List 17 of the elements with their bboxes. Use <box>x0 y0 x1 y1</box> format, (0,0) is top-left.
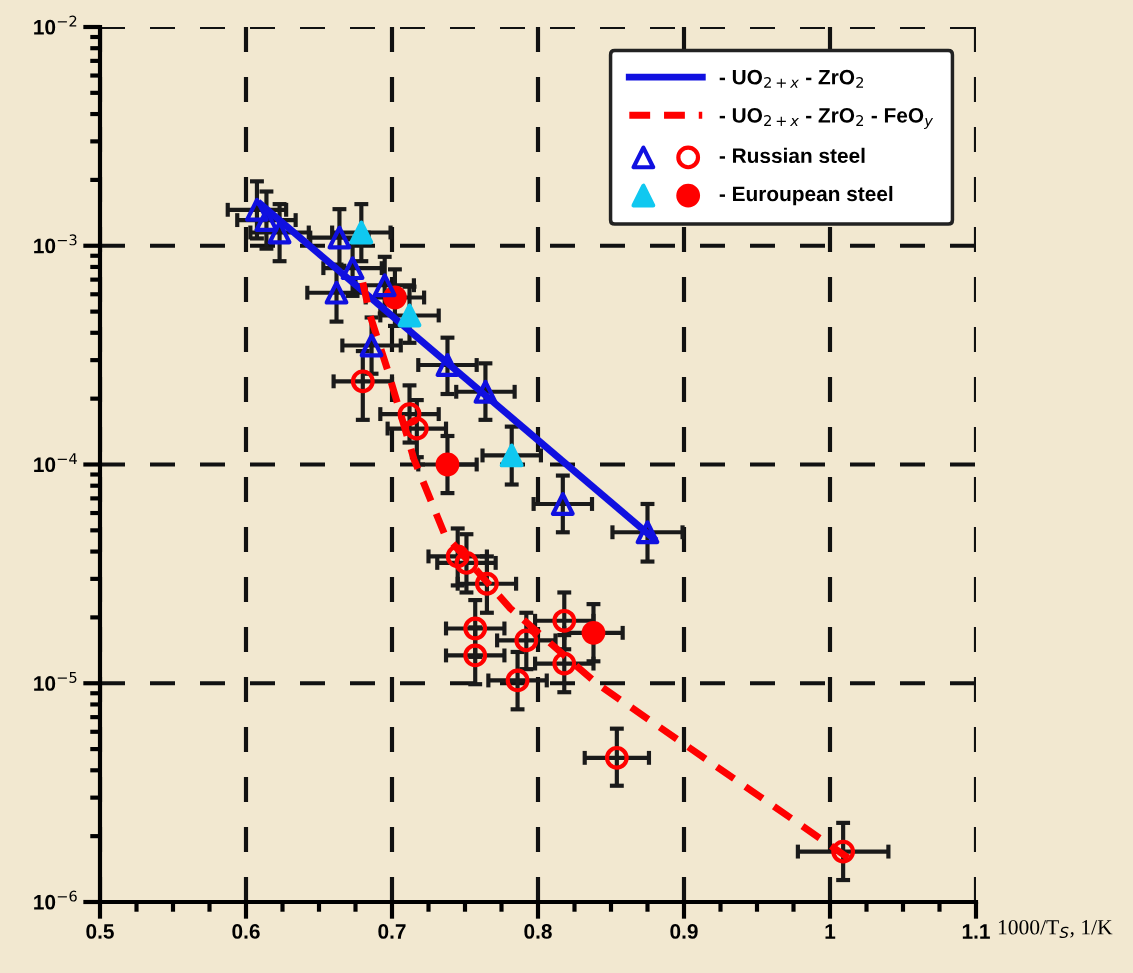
y-tick-label: 10$^{−6}$ <box>34 890 77 910</box>
legend-label: - Russian steel <box>719 147 865 164</box>
y-tick-label: 10$^{−2}$ <box>34 15 77 35</box>
y-tick-label: 10$^{−5}$ <box>34 672 77 691</box>
legend-label: - Euroupean steel <box>719 185 893 206</box>
x-tick-label: 0.8 <box>524 924 552 939</box>
x-tick-label: 1.1 <box>962 924 990 939</box>
x-tick-label: 0.6 <box>232 924 260 939</box>
x-tick-label: 0.5 <box>86 924 114 939</box>
x-tick-label: 0.7 <box>378 924 406 939</box>
y-tick-label: 10$^{−3}$ <box>34 234 77 254</box>
legend-label: - UO$_{2+x}$ - ZrO$_{2}$ <box>719 69 864 88</box>
x-tick-label: 0.9 <box>670 924 698 939</box>
x-tick-label: 1 <box>825 924 836 939</box>
legend-label: - UO$_{2+x}$ - ZrO$_{2}$ - FeO$_{y}$ <box>719 107 934 129</box>
y-tick-label: 10$^{−4}$ <box>34 453 77 473</box>
x-axis-title: 1000/T$_{S}$, 1/K <box>998 920 1113 939</box>
